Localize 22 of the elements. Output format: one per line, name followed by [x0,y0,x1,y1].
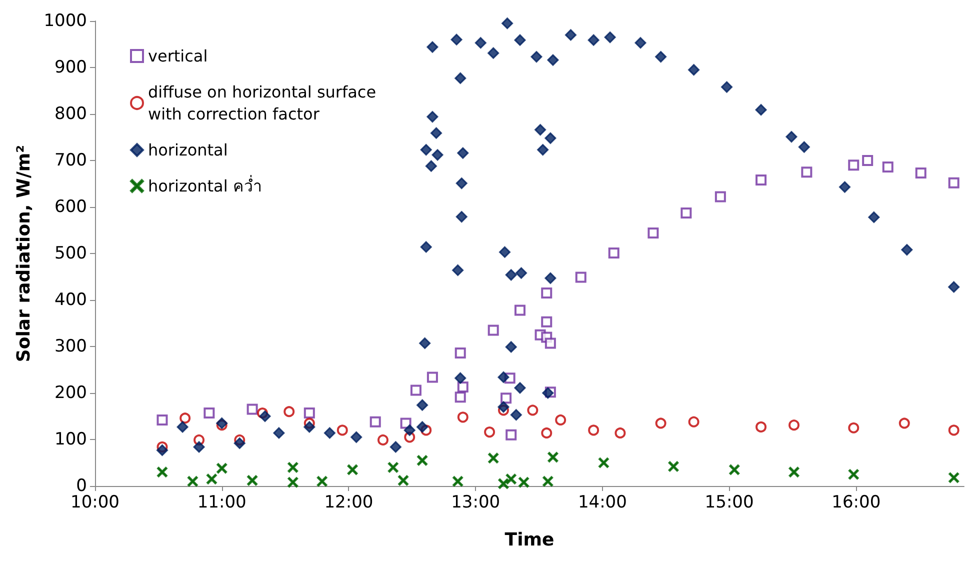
y-axis-title: Solar radiation, W/m² [13,144,34,362]
y-tick-label: 100 [54,430,87,450]
x-tick-label: 13:00 [451,492,500,512]
legend-label: vertical [148,46,208,66]
y-tick-label: 1000 [44,11,87,31]
x-tick-label: 15:00 [704,492,754,512]
x-tick-label: 11:00 [197,492,246,512]
legend-label: horizontal คว่ำ [148,174,262,196]
x-tick-label: 16:00 [832,492,881,512]
x-axis-title: Time [504,530,554,550]
y-tick-label: 700 [54,150,87,170]
x-tick-label: 14:00 [578,492,627,512]
legend-label: horizontal [148,140,228,160]
y-tick-label: 600 [54,197,87,217]
y-tick-label: 200 [54,383,87,403]
y-tick-label: 300 [54,336,87,356]
y-tick-label: 800 [54,104,87,124]
y-tick-label: 500 [54,244,87,264]
legend-label: diffuse on horizontal surface with correction factor [148,82,382,124]
y-tick-label: 400 [54,290,87,310]
x-tick-label: 12:00 [324,492,374,512]
y-tick-label: 900 [54,58,87,78]
